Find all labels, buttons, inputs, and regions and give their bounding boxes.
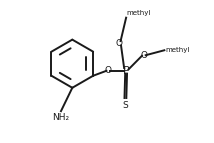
Text: O: O xyxy=(105,66,112,75)
Text: NH₂: NH₂ xyxy=(52,113,70,122)
Text: O: O xyxy=(116,39,123,48)
Text: O: O xyxy=(140,51,147,60)
Text: P: P xyxy=(123,66,129,76)
Text: methyl: methyl xyxy=(127,10,151,16)
Text: methyl: methyl xyxy=(165,47,190,53)
Text: S: S xyxy=(123,101,128,110)
